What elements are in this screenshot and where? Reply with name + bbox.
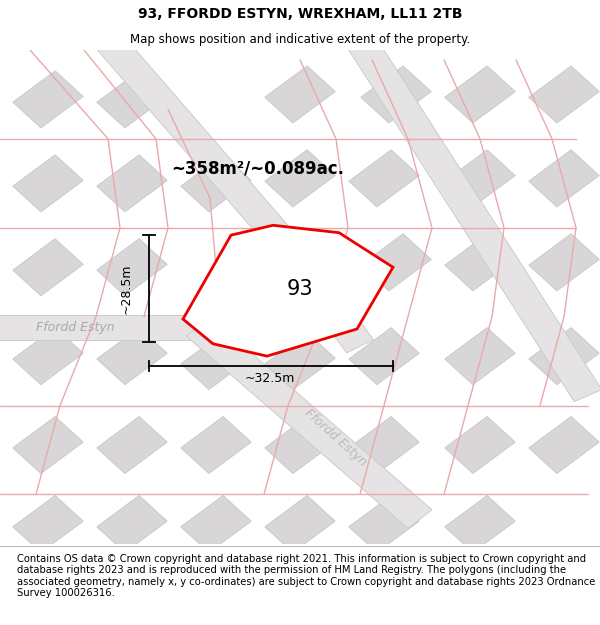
Polygon shape xyxy=(181,416,251,474)
Polygon shape xyxy=(13,496,83,552)
Polygon shape xyxy=(0,314,222,341)
Polygon shape xyxy=(95,32,301,255)
Text: ~28.5m: ~28.5m xyxy=(119,264,133,314)
Polygon shape xyxy=(181,332,251,389)
Polygon shape xyxy=(181,155,251,212)
Polygon shape xyxy=(445,150,515,207)
Text: ~358m²/~0.089ac.: ~358m²/~0.089ac. xyxy=(171,159,344,177)
Polygon shape xyxy=(265,66,335,123)
Polygon shape xyxy=(183,225,393,356)
Polygon shape xyxy=(13,239,83,296)
Polygon shape xyxy=(349,496,419,552)
Polygon shape xyxy=(445,234,515,291)
Polygon shape xyxy=(361,234,431,291)
Polygon shape xyxy=(181,496,251,552)
Polygon shape xyxy=(445,416,515,474)
Polygon shape xyxy=(97,328,167,384)
Polygon shape xyxy=(13,155,83,212)
Polygon shape xyxy=(529,328,599,384)
Polygon shape xyxy=(349,328,419,384)
Polygon shape xyxy=(529,416,599,474)
Text: Ffordd Estyn: Ffordd Estyn xyxy=(35,321,115,334)
Polygon shape xyxy=(445,328,515,384)
Polygon shape xyxy=(349,150,419,207)
Text: Map shows position and indicative extent of the property.: Map shows position and indicative extent… xyxy=(130,32,470,46)
Polygon shape xyxy=(97,416,167,474)
Polygon shape xyxy=(265,496,335,552)
Polygon shape xyxy=(445,496,515,552)
Polygon shape xyxy=(13,416,83,474)
Polygon shape xyxy=(97,239,167,296)
Text: Contains OS data © Crown copyright and database right 2021. This information is : Contains OS data © Crown copyright and d… xyxy=(17,554,595,598)
Polygon shape xyxy=(346,34,600,402)
Polygon shape xyxy=(529,234,599,291)
Polygon shape xyxy=(349,416,419,474)
Text: ~32.5m: ~32.5m xyxy=(245,372,295,385)
Polygon shape xyxy=(445,66,515,123)
Polygon shape xyxy=(13,71,83,128)
Polygon shape xyxy=(97,155,167,212)
Polygon shape xyxy=(361,66,431,123)
Polygon shape xyxy=(529,150,599,207)
Polygon shape xyxy=(186,317,432,528)
Polygon shape xyxy=(265,150,335,207)
Polygon shape xyxy=(275,241,373,353)
Polygon shape xyxy=(529,66,599,123)
Text: 93: 93 xyxy=(287,279,313,299)
Polygon shape xyxy=(265,416,335,474)
Polygon shape xyxy=(97,71,167,128)
Polygon shape xyxy=(13,328,83,384)
Polygon shape xyxy=(265,332,335,389)
Text: 93, FFORDD ESTYN, WREXHAM, LL11 2TB: 93, FFORDD ESTYN, WREXHAM, LL11 2TB xyxy=(138,7,462,21)
Polygon shape xyxy=(97,496,167,552)
Text: Ffordd Estyn: Ffordd Estyn xyxy=(302,406,370,469)
